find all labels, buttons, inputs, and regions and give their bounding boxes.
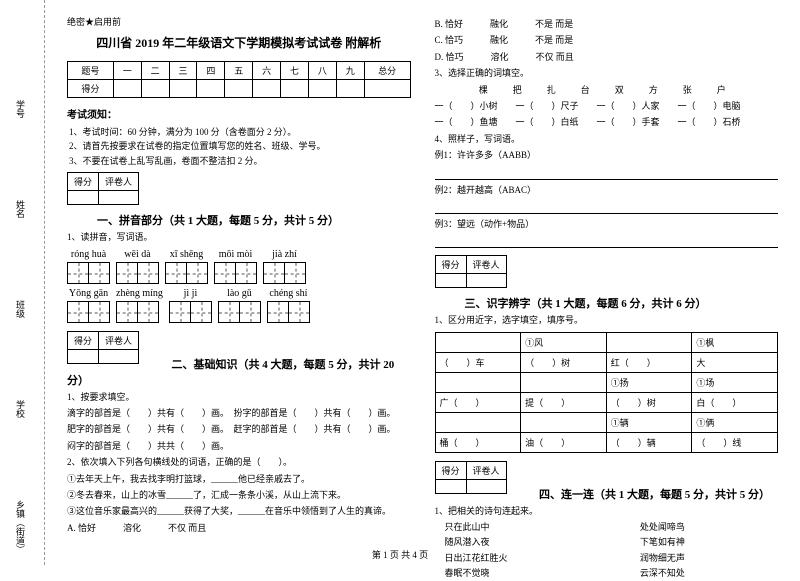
- binding-name: 姓名: [14, 200, 27, 218]
- page-footer: 第 1 页 共 4 页: [372, 548, 428, 561]
- score-box-3: 得分评卷人: [435, 255, 507, 288]
- right-column: B. 恰好 融化 不是 而是 C. 恰巧 融化 不是 而是 D. 恰巧 溶化 不…: [423, 15, 791, 560]
- score-box-2: 得分评卷人: [67, 331, 139, 364]
- q2-2: 2、依次填入下列各句横线处的词语，正确的是（ ）。: [67, 455, 411, 469]
- binding-class: 班级: [14, 300, 27, 318]
- left-column: 绝密★启用前 四川省 2019 年二年级语文下学期模拟考试试卷 附解析 题号 一…: [55, 15, 423, 560]
- score-table: 题号 一 二 三 四 五 六 七 八 九 总分 得分: [67, 61, 411, 98]
- score-box-4: 得分评卷人: [435, 461, 507, 494]
- q2-3: 3、选择正确的词填空。: [435, 66, 779, 80]
- q2-1: 1、按要求填空。: [67, 390, 411, 404]
- score-header-row: 题号 一 二 三 四 五 六 七 八 九 总分: [68, 62, 411, 80]
- char-table: ①风①枫 （ ）车（ ）树红（ ）大 ①扬①场 广（ ）提（ ）（ ）树白（ ）…: [435, 332, 779, 453]
- q-pinyin: 1、读拼音，写词语。: [67, 230, 411, 244]
- score-value-row: 得分: [68, 80, 411, 98]
- part-4-title: 四、连一连（共 1 大题，每题 5 分，共计 5 分）: [539, 489, 770, 501]
- part-1-title: 一、拼音部分（共 1 大题，每题 5 分，共计 5 分）: [97, 215, 339, 227]
- part-3-title: 三、识字辨字（共 1 大题，每题 6 分，共计 6 分）: [465, 298, 707, 310]
- q3-1: 1、区分用近字，选字填空，填序号。: [435, 313, 779, 327]
- notice-2: 2、请首先按要求在试卷的指定位置填写您的姓名、班级、学号。: [69, 139, 411, 153]
- binding-township: 乡镇（街道）: [14, 500, 27, 554]
- notice-1: 1、考试时间：60 分钟，满分为 100 分（含卷面分 2 分）。: [69, 125, 411, 139]
- binding-id: 学号: [14, 100, 27, 118]
- score-box-1: 得分评卷人: [67, 172, 139, 205]
- exam-title: 四川省 2019 年二年级语文下学期模拟考试试卷 附解析: [67, 34, 411, 51]
- binding-school: 学校: [14, 400, 27, 418]
- q2-4: 4、照样子，写词语。: [435, 132, 779, 146]
- secret-label: 绝密★启用前: [67, 15, 411, 28]
- q4-1: 1、把相关的诗句连起来。: [435, 504, 779, 518]
- notice-title: 考试须知：: [67, 106, 411, 121]
- pinyin-row-1: róng huà wēi dà xī shēng mōi mòi jià zhí: [67, 249, 411, 284]
- page-container: 绝密★启用前 四川省 2019 年二年级语文下学期模拟考试试卷 附解析 题号 一…: [45, 0, 800, 565]
- binding-margin: 乡镇（街道） 学校 班级 姓名 学号: [0, 0, 45, 565]
- notice-3: 3、不要在试卷上乱写乱画，卷面不整洁扣 2 分。: [69, 154, 411, 168]
- pinyin-row-2: Yōng gān zhèng míng jì jì lào gǔ chéng s…: [67, 288, 411, 323]
